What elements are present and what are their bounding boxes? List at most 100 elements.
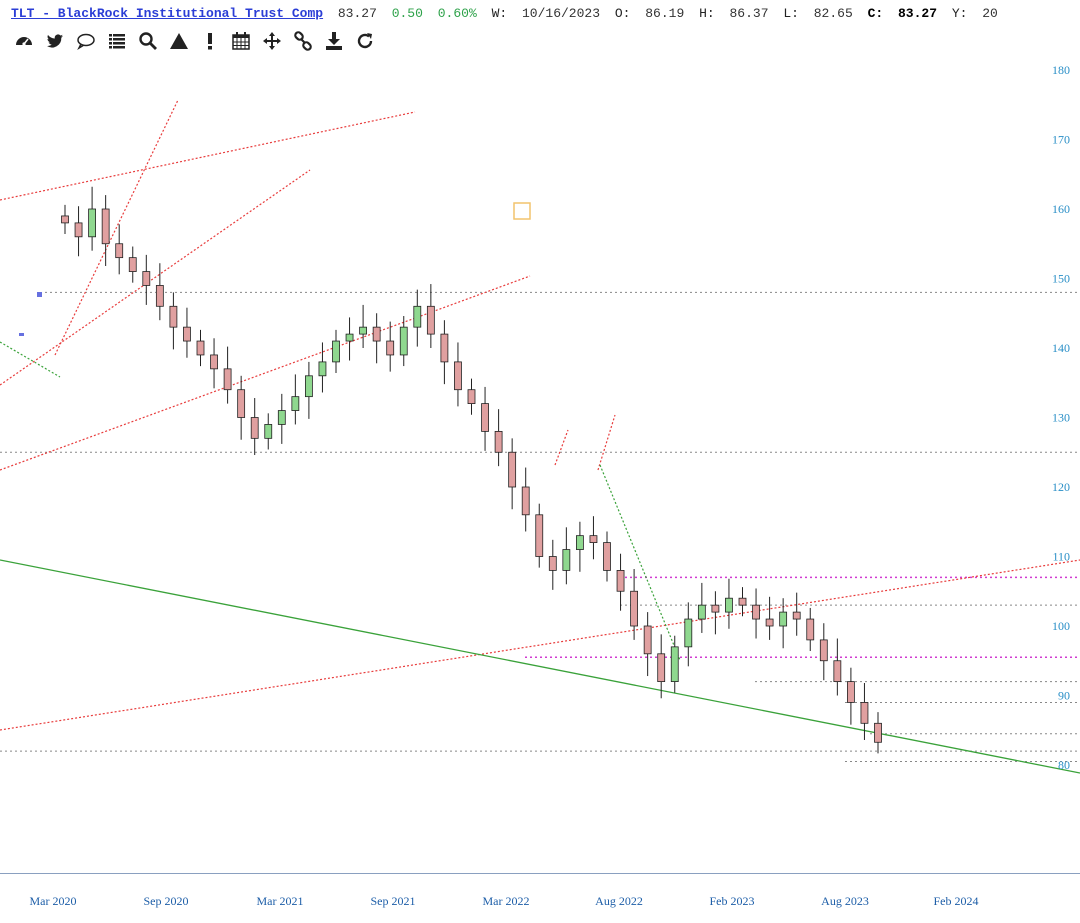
candle-body (630, 590, 638, 627)
ticker-link[interactable]: TLT - BlackRock Institutional Trust Comp (11, 6, 324, 21)
candle-body (318, 361, 327, 377)
trend-line (0, 341, 61, 378)
candle-body (304, 375, 313, 398)
download-icon[interactable] (320, 30, 347, 52)
close-value: 83.27 (897, 6, 937, 21)
candle-body (101, 208, 110, 245)
chart-toolbar (10, 30, 378, 52)
comment-icon[interactable] (72, 30, 99, 52)
low-label: L: (783, 6, 799, 21)
candle-body (792, 611, 801, 620)
candle-body (697, 604, 706, 620)
candle-body (725, 597, 733, 613)
candle-body (128, 257, 137, 272)
y-value: 20 (982, 6, 998, 21)
y-tick-label: 150 (1052, 272, 1070, 286)
candle-body (386, 340, 395, 356)
candle-body (860, 702, 869, 724)
y-tick-label: 160 (1052, 202, 1070, 216)
price-change-pct: 0.60% (437, 6, 477, 21)
candle-body (277, 410, 286, 425)
candle-body (345, 333, 354, 342)
x-tick-label: Aug 2022 (595, 894, 643, 908)
candle-body (481, 403, 489, 432)
candle-body (426, 305, 435, 335)
dashboard-icon[interactable] (10, 30, 37, 52)
candle-body (521, 486, 530, 516)
trend-line (597, 414, 616, 471)
move-icon[interactable] (258, 30, 285, 52)
x-tick-label: Sep 2021 (371, 894, 416, 908)
x-axis: Mar 2020 Sep 2020 Mar 2021 Sep 2021 Mar 2022… (0, 873, 1080, 918)
trend-line (0, 169, 311, 386)
y-tick-label: 180 (1052, 63, 1070, 77)
open-value: 86.19 (645, 6, 685, 21)
x-tick-label: Feb 2024 (934, 894, 979, 908)
candle-body (413, 305, 422, 328)
trend-line (599, 464, 681, 661)
calendar-icon[interactable] (227, 30, 254, 52)
high-label: H: (699, 6, 715, 21)
candle-body (874, 722, 882, 743)
candle-body (657, 653, 666, 682)
candle-body (183, 326, 191, 342)
candle-body (359, 326, 368, 335)
candle-body (332, 340, 340, 363)
candle-body (616, 570, 625, 592)
date-value: 10/16/2023 (521, 6, 600, 21)
candle-body (74, 222, 83, 238)
candle-body (589, 535, 598, 543)
y-tick-label: 120 (1052, 480, 1070, 494)
x-tick-label: Sep 2020 (144, 894, 189, 908)
candle-body (196, 340, 205, 356)
candle-body (508, 451, 517, 488)
candle-body (535, 514, 544, 557)
candle-body (237, 389, 246, 418)
refresh-icon[interactable] (351, 30, 378, 52)
candle-body (738, 597, 747, 606)
twitter-icon[interactable] (41, 30, 68, 52)
x-tick-label: Aug 2023 (821, 894, 869, 908)
price-chart[interactable]: 80 90 100 110 120 130 140 150 160 170 180 (0, 55, 1080, 873)
candle-body (399, 326, 408, 356)
price-change: 0.50 (391, 6, 423, 21)
marker-dot (37, 292, 42, 297)
y-tick-label: 140 (1052, 341, 1070, 355)
candle-body (752, 604, 760, 620)
trend-line (0, 111, 416, 201)
alert-icon[interactable] (196, 30, 223, 52)
candle-body (454, 361, 462, 391)
candle-body (88, 208, 96, 238)
close-label: C: (867, 6, 884, 21)
x-tick-label: Mar 2020 (30, 894, 77, 908)
y-tick-label: 170 (1052, 133, 1070, 147)
y-tick-label: 80 (1058, 758, 1070, 772)
candle-body (603, 542, 611, 571)
y-tick-label: 110 (1052, 550, 1070, 564)
candle-body (548, 556, 557, 571)
candle-body (372, 326, 381, 342)
open-label: O: (614, 6, 631, 21)
date-label: W: (491, 6, 508, 21)
candle-body (169, 305, 178, 328)
marker-box (513, 202, 531, 220)
list-icon[interactable] (103, 30, 130, 52)
candle-body (670, 646, 679, 682)
triangle-icon[interactable] (165, 30, 192, 52)
trend-line (54, 99, 179, 356)
candle-body (833, 660, 842, 683)
search-icon[interactable] (134, 30, 161, 52)
candle-body (223, 368, 232, 391)
candle-body (765, 618, 774, 627)
link-icon[interactable] (289, 30, 316, 52)
candle-body (684, 618, 693, 648)
y-label: Y: (951, 6, 968, 21)
candle-body (643, 625, 652, 655)
candle-body (576, 535, 584, 550)
candle-body (61, 215, 69, 224)
candle-body (440, 333, 449, 363)
candle-body (155, 285, 164, 307)
long-trend-line (0, 559, 1080, 774)
candle-body (779, 611, 788, 627)
y-tick-label: 90 (1058, 689, 1070, 703)
